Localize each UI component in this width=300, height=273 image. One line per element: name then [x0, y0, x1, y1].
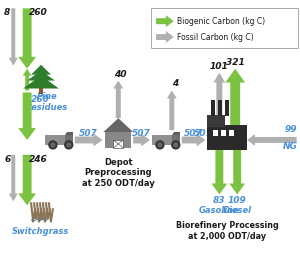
- Bar: [208, 115, 225, 127]
- Text: 6: 6: [4, 155, 10, 164]
- Polygon shape: [213, 73, 225, 125]
- Polygon shape: [18, 8, 36, 69]
- Polygon shape: [113, 81, 123, 118]
- Text: Gasoline: Gasoline: [199, 206, 240, 215]
- Bar: [229, 130, 234, 136]
- Text: Biogenic Carbon (kg C): Biogenic Carbon (kg C): [177, 17, 265, 26]
- Polygon shape: [75, 133, 102, 146]
- Polygon shape: [182, 133, 206, 146]
- Polygon shape: [27, 71, 55, 81]
- Bar: [65, 135, 73, 145]
- Text: 321: 321: [226, 58, 244, 67]
- Polygon shape: [247, 134, 297, 146]
- Bar: [113, 140, 123, 148]
- Polygon shape: [156, 15, 174, 27]
- Text: Depot
Preprocessing
at 250 ODT/day: Depot Preprocessing at 250 ODT/day: [82, 158, 155, 188]
- Circle shape: [174, 143, 178, 147]
- Text: 507: 507: [194, 129, 213, 138]
- Circle shape: [172, 141, 180, 149]
- Bar: [225, 100, 229, 116]
- Polygon shape: [212, 150, 227, 194]
- Circle shape: [49, 141, 57, 149]
- Text: Fossil Carbon (kg C): Fossil Carbon (kg C): [177, 32, 254, 41]
- Circle shape: [158, 143, 162, 147]
- Polygon shape: [65, 132, 73, 135]
- Text: 246: 246: [31, 214, 50, 223]
- Polygon shape: [103, 118, 133, 132]
- Text: NG: NG: [283, 142, 298, 151]
- Circle shape: [51, 143, 55, 147]
- Text: 99: 99: [285, 125, 298, 134]
- Bar: [208, 125, 247, 150]
- Text: Diesel: Diesel: [223, 206, 252, 215]
- Text: 4: 4: [172, 79, 178, 88]
- Text: Switchgrass: Switchgrass: [12, 227, 70, 236]
- Text: 83: 83: [213, 196, 226, 205]
- Polygon shape: [9, 8, 18, 66]
- Circle shape: [65, 141, 73, 149]
- Text: 40: 40: [114, 70, 127, 79]
- Text: 260: 260: [29, 8, 48, 17]
- Bar: [172, 135, 180, 145]
- Circle shape: [67, 143, 71, 147]
- Bar: [45, 135, 65, 145]
- Text: 8: 8: [4, 8, 10, 17]
- Text: 507: 507: [132, 129, 151, 138]
- Bar: [213, 130, 218, 136]
- Bar: [221, 130, 226, 136]
- Polygon shape: [133, 133, 150, 146]
- Polygon shape: [9, 155, 18, 201]
- Polygon shape: [229, 150, 245, 194]
- Bar: [152, 135, 172, 145]
- FancyBboxPatch shape: [151, 8, 298, 48]
- Text: 260: 260: [31, 96, 50, 104]
- Bar: [212, 100, 215, 116]
- Polygon shape: [23, 76, 59, 88]
- Text: 507: 507: [79, 129, 98, 138]
- Text: Pine
Residues: Pine Residues: [26, 93, 68, 112]
- Text: 246: 246: [29, 155, 48, 164]
- Polygon shape: [31, 65, 51, 75]
- Text: Biorefinery Processing
at 2,000 ODT/day: Biorefinery Processing at 2,000 ODT/day: [176, 221, 279, 241]
- Polygon shape: [172, 132, 180, 135]
- Polygon shape: [225, 69, 245, 125]
- Bar: [218, 100, 222, 116]
- Text: 109: 109: [228, 196, 247, 205]
- Polygon shape: [167, 90, 177, 130]
- Polygon shape: [156, 31, 174, 43]
- Polygon shape: [18, 155, 36, 205]
- Polygon shape: [23, 69, 32, 90]
- Text: 507: 507: [184, 129, 203, 138]
- Circle shape: [156, 141, 164, 149]
- Bar: [105, 132, 131, 148]
- Text: 101: 101: [210, 62, 229, 71]
- Polygon shape: [18, 93, 36, 140]
- Bar: [39, 88, 43, 94]
